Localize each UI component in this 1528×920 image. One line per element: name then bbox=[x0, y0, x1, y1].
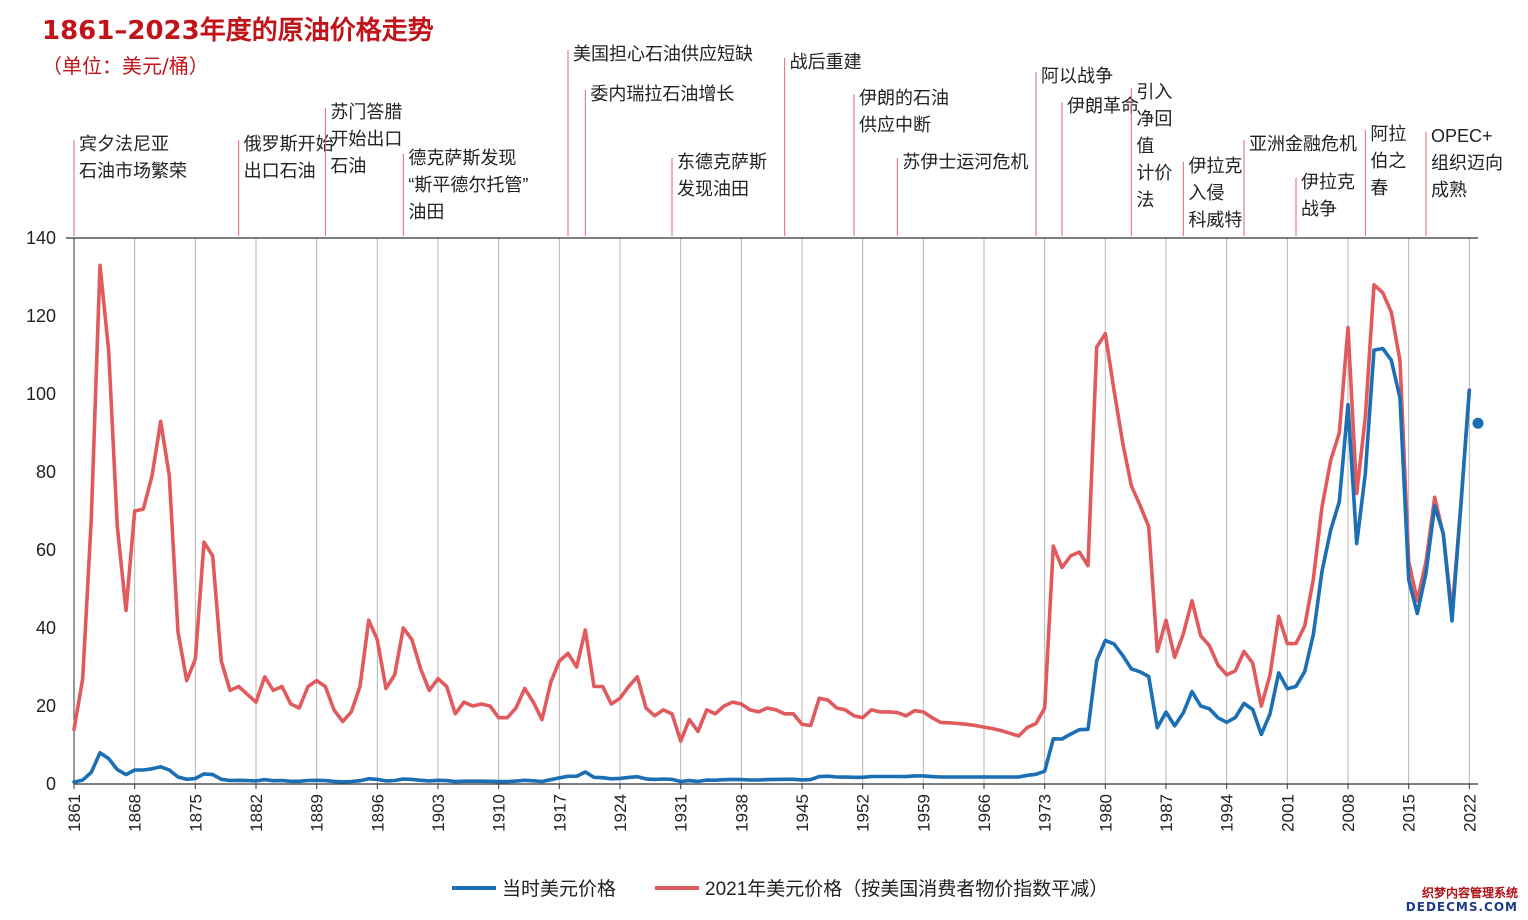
y-tick-label-40: 40 bbox=[36, 618, 56, 638]
annotation-label-1899-0: 德克萨斯发现 bbox=[408, 148, 516, 168]
annotation-label-1983-3: 计价 bbox=[1136, 163, 1172, 183]
x-tick-label-1966: 1966 bbox=[975, 794, 994, 832]
watermark-line1: 织梦内容管理系统 bbox=[1421, 886, 1518, 900]
x-tick-label-1994: 1994 bbox=[1218, 794, 1237, 832]
annotation-label-1930-0: 东德克萨斯 bbox=[677, 152, 767, 172]
x-tick-label-1959: 1959 bbox=[914, 794, 933, 832]
x-tick-label-1875: 1875 bbox=[186, 794, 205, 832]
x-tick-label-1889: 1889 bbox=[308, 794, 327, 832]
annotation-label-1983-2: 值 bbox=[1136, 136, 1154, 156]
annotation-label-1983-1: 净回 bbox=[1136, 109, 1172, 129]
annotation-label-1920-0: 委内瑞拉石油增长 bbox=[590, 84, 734, 104]
x-tick-label-1903: 1903 bbox=[429, 794, 448, 832]
annotation-label-1983-4: 法 bbox=[1136, 190, 1154, 210]
x-tick-label-1910: 1910 bbox=[490, 794, 509, 832]
annotation-label-1890-1: 开始出口 bbox=[330, 129, 402, 149]
x-tick-label-1973: 1973 bbox=[1036, 794, 1055, 832]
annotation-label-1989-2: 科威特 bbox=[1188, 210, 1242, 230]
y-tick-label-140: 140 bbox=[26, 228, 56, 248]
y-tick-label-80: 80 bbox=[36, 462, 56, 482]
x-tick-label-1931: 1931 bbox=[672, 794, 691, 832]
y-tick-label-20: 20 bbox=[36, 696, 56, 716]
annotation-label-1918-0: 美国担心石油供应短缺 bbox=[573, 44, 753, 64]
x-tick-label-1896: 1896 bbox=[368, 794, 387, 832]
annotation-label-1930-1: 发现油田 bbox=[677, 179, 749, 199]
series-lines bbox=[72, 263, 1484, 784]
x-tick-label-2015: 2015 bbox=[1400, 794, 1419, 832]
x-tick-label-1952: 1952 bbox=[854, 794, 873, 832]
y-tick-label-100: 100 bbox=[26, 384, 56, 404]
x-tick-label-1980: 1980 bbox=[1096, 794, 1115, 832]
annotation-label-1880-0: 俄罗斯开始 bbox=[244, 134, 334, 154]
annotation-label-1890-2: 石油 bbox=[330, 156, 366, 176]
annotation-label-1951-1: 供应中断 bbox=[859, 115, 931, 135]
extra-point-0 bbox=[1472, 417, 1484, 429]
annotation-label-2017-2: 成熟 bbox=[1431, 180, 1467, 200]
watermark: 织梦内容管理系统 DEDECMS.COM bbox=[1406, 886, 1518, 914]
x-tick-label-1924: 1924 bbox=[611, 794, 630, 832]
annotation-label-2017-1: 组织迈向 bbox=[1431, 153, 1503, 173]
annotation-label-1943-0: 战后重建 bbox=[790, 52, 862, 72]
annotation-label-1880-1: 出口石油 bbox=[244, 161, 316, 181]
legend: 当时美元价格 2021年美元价格（按美国消费者物价指数平减） bbox=[452, 878, 1108, 900]
series-line-1 bbox=[72, 263, 1472, 743]
annotation-label-2002-0: 伊拉克 bbox=[1301, 172, 1355, 192]
grid-lines bbox=[134, 238, 1470, 784]
annotation-label-1861-0: 宾夕法尼亚 bbox=[79, 134, 169, 154]
chart-subtitle: （单位：美元/桶） bbox=[42, 54, 209, 78]
annotation-label-1861-1: 石油市场繁荣 bbox=[79, 161, 187, 181]
x-tick-label-1938: 1938 bbox=[732, 794, 751, 832]
annotation-label-2010-0: 阿拉 bbox=[1370, 124, 1406, 144]
y-tick-label-120: 120 bbox=[26, 306, 56, 326]
annotation-label-1899-2: 油田 bbox=[408, 202, 444, 222]
annotation-label-1989-0: 伊拉克 bbox=[1188, 156, 1242, 176]
annotation-label-1890-0: 苏门答腊 bbox=[330, 102, 402, 122]
x-tick-label-1987: 1987 bbox=[1157, 794, 1176, 832]
annotation-label-2002-1: 战争 bbox=[1301, 199, 1337, 219]
x-tick-label-1861: 1861 bbox=[65, 794, 84, 832]
annotation-label-1972-0: 阿以战争 bbox=[1041, 66, 1113, 86]
annotation-label-1956-0: 苏伊士运河危机 bbox=[902, 152, 1028, 172]
x-tick-label-1882: 1882 bbox=[247, 794, 266, 832]
legend-label-0: 当时美元价格 bbox=[502, 878, 616, 900]
x-tick-label-1868: 1868 bbox=[126, 794, 145, 832]
annotation-label-1989-1: 入侵 bbox=[1188, 183, 1224, 203]
annotation-label-1951-0: 伊朗的石油 bbox=[859, 88, 949, 108]
annotation-label-1996-0: 亚洲金融危机 bbox=[1249, 134, 1357, 154]
x-tick-label-1917: 1917 bbox=[550, 794, 569, 832]
annotation-label-2010-2: 春 bbox=[1370, 178, 1388, 198]
x-tick-label-2022: 2022 bbox=[1460, 794, 1479, 832]
annotation-label-2010-1: 伯之 bbox=[1370, 151, 1406, 171]
annotation-label-1983-0: 引入 bbox=[1136, 82, 1172, 102]
y-tick-label-0: 0 bbox=[46, 774, 56, 794]
watermark-line2: DEDECMS.COM bbox=[1405, 900, 1518, 914]
x-tick-label-1945: 1945 bbox=[793, 794, 812, 832]
y-tick-label-60: 60 bbox=[36, 540, 56, 560]
annotation-label-2017-0: OPEC+ bbox=[1431, 126, 1493, 146]
annotation-label-1899-1: “斯平德尔托管” bbox=[408, 175, 528, 195]
annotation-label-1975-0: 伊朗革命 bbox=[1067, 96, 1139, 116]
axes: 0 20 40 60 80 100 120 140 1861 1868 1875 1882 1889 18… bbox=[26, 228, 1479, 832]
x-tick-label-2008: 2008 bbox=[1339, 794, 1358, 832]
legend-label-1: 2021年美元价格（按美国消费者物价指数平减） bbox=[705, 878, 1108, 900]
series-line-0 bbox=[72, 346, 1472, 784]
x-tick-label-2001: 2001 bbox=[1278, 794, 1297, 832]
chart-title: 1861–2023年度的原油价格走势 bbox=[42, 16, 434, 46]
